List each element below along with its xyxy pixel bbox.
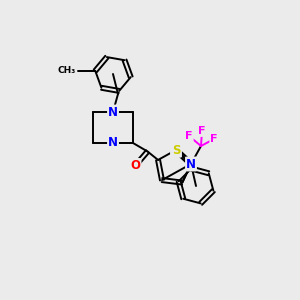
Text: N: N <box>108 136 118 149</box>
Text: N: N <box>108 106 118 118</box>
Text: N: N <box>171 143 181 157</box>
Text: N: N <box>186 158 196 170</box>
Text: F: F <box>198 126 206 136</box>
Text: S: S <box>172 143 180 157</box>
Text: F: F <box>210 134 218 144</box>
Text: CH₃: CH₃ <box>57 66 75 75</box>
Text: F: F <box>185 131 193 141</box>
Text: O: O <box>130 159 140 172</box>
